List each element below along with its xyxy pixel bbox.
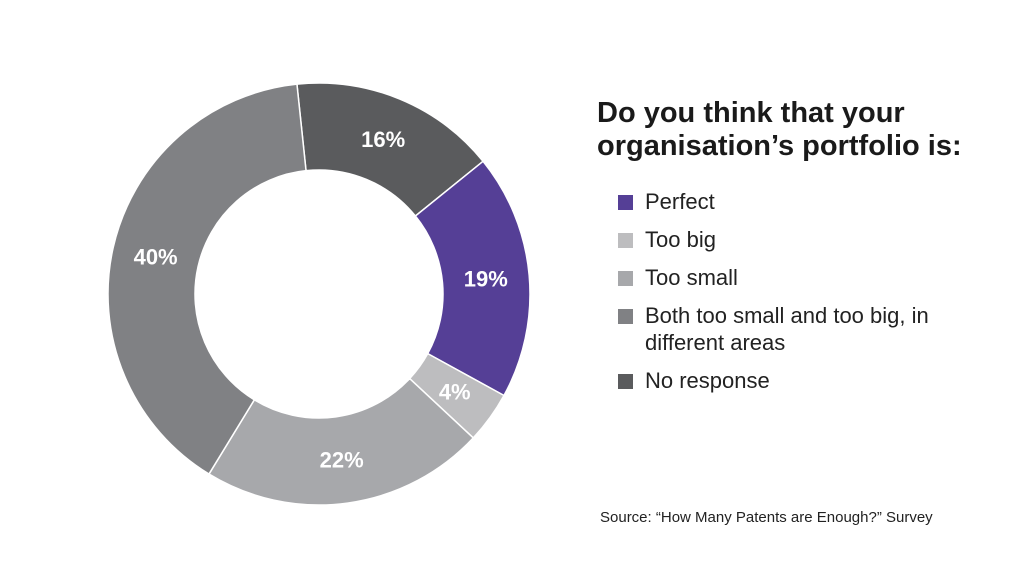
donut-slice-perfect — [414, 160, 531, 397]
legend-swatch-no-response — [618, 374, 633, 389]
legend-label: Both too small and too big, in different… — [645, 303, 929, 355]
legend-item-no-response: No response — [618, 367, 965, 394]
legend-label: No response — [645, 368, 770, 393]
slice-value-label: 16% — [361, 127, 405, 152]
slice-value-label: 22% — [320, 447, 364, 472]
legend-label: Too big — [645, 227, 716, 252]
legend-label: Perfect — [645, 189, 715, 214]
donut-slice-too-small — [207, 377, 475, 506]
legend-item-too-big: Too big — [618, 226, 965, 253]
donut-slices — [107, 82, 531, 506]
legend: Perfect Too big Too small Both too small… — [618, 188, 965, 405]
donut-slice-both-too-small-and-too-big-in-different-areas — [107, 83, 307, 476]
legend-swatch-perfect — [618, 195, 633, 210]
legend-item-too-small: Too small — [618, 264, 965, 291]
legend-label: Too small — [645, 265, 738, 290]
legend-swatch-too-big — [618, 233, 633, 248]
donut-labels: 16% 19% 4% 22% 40% — [134, 127, 508, 473]
source-note: Source: “How Many Patents are Enough?” S… — [600, 509, 933, 526]
chart-title: Do you think that your organisation’s po… — [597, 97, 962, 162]
slice-value-label: 19% — [464, 267, 508, 292]
slice-value-label: 4% — [439, 380, 471, 405]
legend-item-perfect: Perfect — [618, 188, 965, 215]
legend-item-both: Both too small and too big, in different… — [618, 302, 965, 356]
legend-swatch-too-small — [618, 271, 633, 286]
slice-value-label: 40% — [134, 245, 178, 270]
legend-swatch-both — [618, 309, 633, 324]
